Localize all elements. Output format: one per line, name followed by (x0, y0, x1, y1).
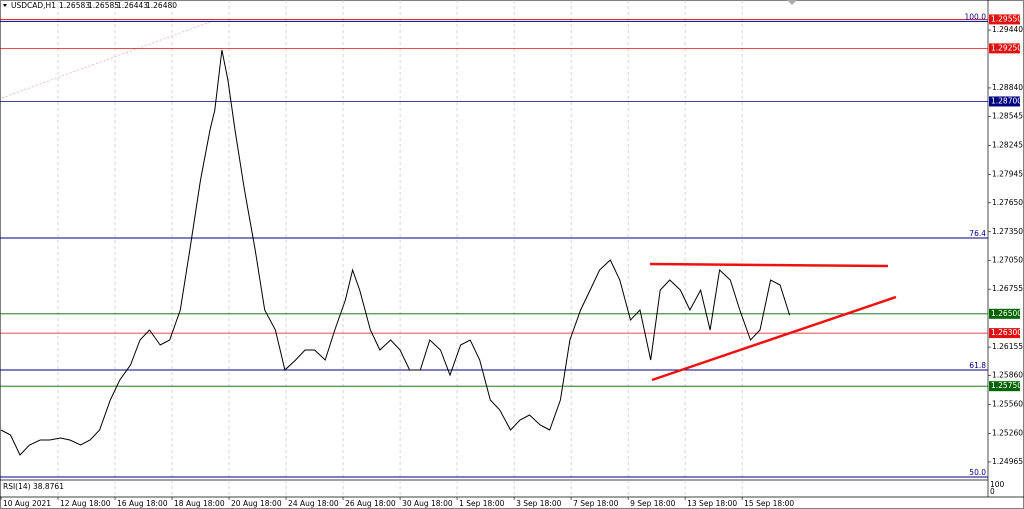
y-tick-label: 1.24965 (992, 457, 1023, 466)
y-tick-label: 1.29440 (992, 25, 1023, 34)
grid (0, 0, 991, 500)
y-tick-label: 1.25860 (992, 371, 1023, 380)
x-tick-label: 26 Aug 18:00 (345, 499, 396, 508)
y-tick-label: 1.28245 (992, 140, 1023, 149)
y-tick-label: 1.26155 (992, 342, 1023, 351)
levels (0, 19, 988, 478)
price-label: 1.25750 (991, 381, 1022, 390)
support-line (651, 295, 897, 382)
quote: 1.26443 (117, 1, 148, 10)
quote: 1.26583 (59, 1, 90, 10)
quote: 1.26480 (146, 1, 177, 10)
price-line (0, 49, 791, 456)
rsi-tick-label: 100 (990, 480, 1005, 489)
x-tick-label: 15 Sep 18:00 (744, 499, 794, 508)
x-tick-label: 24 Aug 18:00 (288, 499, 339, 508)
rsi-tick-label: 0 (990, 487, 995, 496)
fib-label: 61.8 (969, 361, 986, 370)
y-tick-label: 1.25560 (992, 400, 1023, 409)
x-tick-label: 7 Sep 18:00 (573, 499, 619, 508)
y-tick-label: 1.27945 (992, 169, 1023, 178)
x-tick-label: 12 Aug 18:00 (60, 499, 111, 508)
symbol: USDCAD,H1 (11, 1, 56, 10)
fib-base (1, 21, 211, 99)
y-tick-label: 1.26755 (992, 284, 1023, 293)
fib-label: 100.0 (965, 12, 987, 21)
x-tick-label: 18 Aug 18:00 (174, 499, 225, 508)
x-tick-label: 9 Sep 18:00 (630, 499, 676, 508)
x-tick-label: 20 Aug 18:00 (231, 499, 282, 508)
price-label-box (989, 328, 1020, 339)
y-tick-label: 1.28840 (992, 83, 1023, 92)
quote: 1.26585 (88, 1, 119, 10)
y-tick-label: 1.28545 (992, 111, 1023, 120)
x-tick-label: 3 Sep 18:00 (516, 499, 562, 508)
price-label-box (989, 308, 1020, 319)
price-label: 1.28700 (991, 96, 1022, 105)
menu-arrow[interactable] (3, 4, 7, 7)
price-label-box (989, 96, 1020, 107)
resistance-line (649, 262, 889, 268)
x-tick-label: 30 Aug 18:00 (402, 499, 453, 508)
price-label: 1.29250 (991, 43, 1022, 52)
price-label-box (989, 381, 1020, 392)
price-label: 1.26300 (991, 328, 1022, 337)
fib-label: 50.0 (969, 468, 986, 477)
price-label-box (989, 14, 1020, 25)
y-tick-label: 1.27350 (992, 227, 1023, 236)
x-tick-label: 16 Aug 18:00 (117, 499, 168, 508)
x-tick-label: 10 Aug 2021 (3, 499, 51, 508)
y-tick-label: 1.27650 (992, 198, 1023, 207)
shift-marker (787, 0, 797, 5)
price-label: 1.29550 (991, 14, 1022, 23)
indicator-label: RSI(14) 38.8761 (3, 482, 64, 491)
x-tick-label: 13 Sep 18:00 (687, 499, 737, 508)
price-label-box (989, 43, 1020, 54)
price-label: 1.26500 (991, 309, 1022, 318)
y-tick-label: 1.25260 (992, 428, 1023, 437)
fib-label: 76.4 (969, 229, 986, 238)
y-tick-label: 1.27050 (992, 256, 1023, 265)
plot (0, 49, 791, 456)
x-tick-label: 1 Sep 18:00 (459, 499, 505, 508)
